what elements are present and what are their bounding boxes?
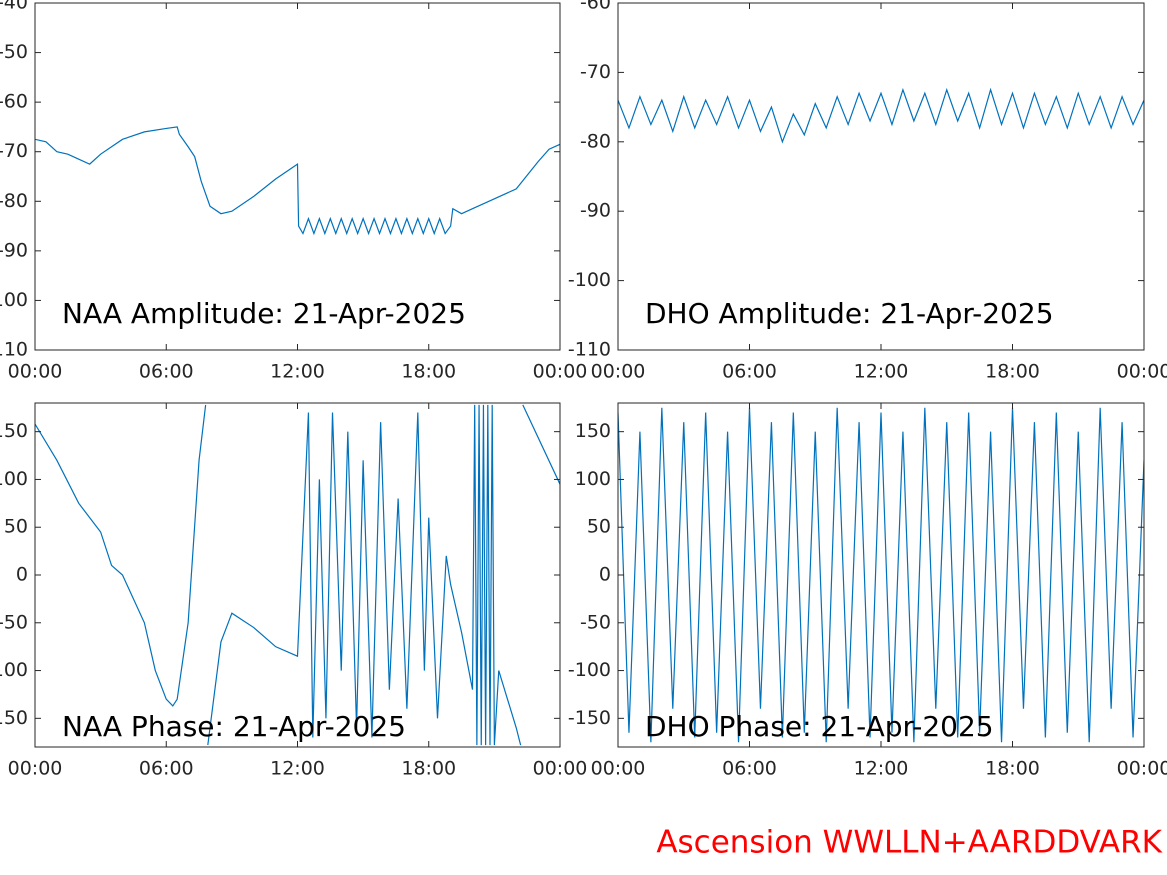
y-tick-label: 150	[0, 420, 28, 442]
plot-area	[618, 87, 1144, 144]
y-tick-label: -90	[0, 239, 28, 261]
plot-area	[35, 126, 560, 236]
x-tick-label: 18:00	[401, 758, 456, 780]
x-tick-label: 00:00	[591, 758, 646, 780]
x-tick-label: 06:00	[722, 361, 777, 383]
data-line	[618, 87, 1144, 144]
y-tick-label: -70	[580, 61, 611, 83]
x-tick-label: 18:00	[985, 361, 1040, 383]
y-tick-label: -110	[0, 339, 28, 361]
x-tick-label: 12:00	[270, 361, 325, 383]
y-tick-label: -70	[0, 140, 28, 162]
x-tick-label: 00:00	[8, 361, 63, 383]
x-tick-label: 18:00	[401, 361, 456, 383]
x-tick-label: 12:00	[854, 361, 909, 383]
y-tick-label: 50	[587, 516, 611, 538]
x-tick-label: 00:00	[8, 758, 63, 780]
y-tick-label: -60	[0, 91, 28, 113]
y-tick-label: -100	[568, 269, 611, 291]
y-tick-label: -80	[0, 190, 28, 212]
panel: -150 -100 -50 0 50 100 150 00:00 06:00 12:00 18:00…	[0, 402, 588, 780]
y-tick-label: -60	[580, 0, 611, 14]
x-tick-label: 00:00	[1117, 361, 1167, 383]
y-tick-label: -150	[0, 707, 28, 729]
y-tick-label: 100	[0, 468, 28, 490]
y-tick-label: -40	[0, 0, 28, 14]
data-line	[35, 404, 560, 746]
y-tick-label: -90	[580, 200, 611, 222]
x-tick-label: 00:00	[591, 361, 646, 383]
x-tick-label: 06:00	[722, 758, 777, 780]
data-line	[618, 407, 1144, 743]
panel-title: DHO Amplitude: 21-Apr-2025	[645, 297, 1054, 330]
plot-area	[618, 407, 1144, 743]
panel: -110 -100 -90 -80 -70 -60 00:00 06:00 12:00 18:00…	[568, 0, 1167, 383]
panel-title: DHO Phase: 21-Apr-2025	[645, 710, 994, 743]
y-tick-label: 50	[4, 516, 28, 538]
x-tick-label: 18:00	[985, 758, 1040, 780]
y-tick-label: -50	[0, 41, 28, 63]
y-tick-label: -100	[0, 289, 28, 311]
y-tick-label: -50	[580, 611, 611, 633]
axes-box	[617, 402, 1145, 748]
y-tick-label: -100	[0, 659, 28, 681]
panel-title: NAA Amplitude: 21-Apr-2025	[62, 297, 466, 330]
x-tick-label: 06:00	[139, 758, 194, 780]
x-tick-label: 00:00	[533, 361, 588, 383]
y-tick-label: -150	[568, 707, 611, 729]
data-line	[35, 126, 560, 236]
x-tick-label: 00:00	[533, 758, 588, 780]
x-tick-label: 00:00	[1117, 758, 1167, 780]
panel: -110 -100 -90 -80 -70 -60 -50 -40 00:00 06:00 12:0…	[0, 0, 587, 383]
y-tick-label: 100	[575, 468, 611, 490]
footer: Ascension WWLLN+AARDDVARK	[656, 825, 1162, 861]
y-tick-label: 0	[16, 564, 28, 586]
x-tick-label: 12:00	[270, 758, 325, 780]
x-tick-label: 06:00	[139, 361, 194, 383]
panel-title: NAA Phase: 21-Apr-2025	[62, 710, 406, 743]
y-tick-label: -100	[568, 659, 611, 681]
y-tick-label: -110	[568, 339, 611, 361]
y-tick-label: -80	[580, 130, 611, 152]
y-tick-label: 150	[575, 420, 611, 442]
x-tick-label: 12:00	[854, 758, 909, 780]
plot-area	[35, 404, 560, 746]
panel: -150 -100 -50 0 50 100 150 00:00 06:00 12:00 18:00…	[568, 402, 1167, 780]
y-tick-label: 0	[599, 564, 611, 586]
y-tick-label: -50	[0, 611, 28, 633]
